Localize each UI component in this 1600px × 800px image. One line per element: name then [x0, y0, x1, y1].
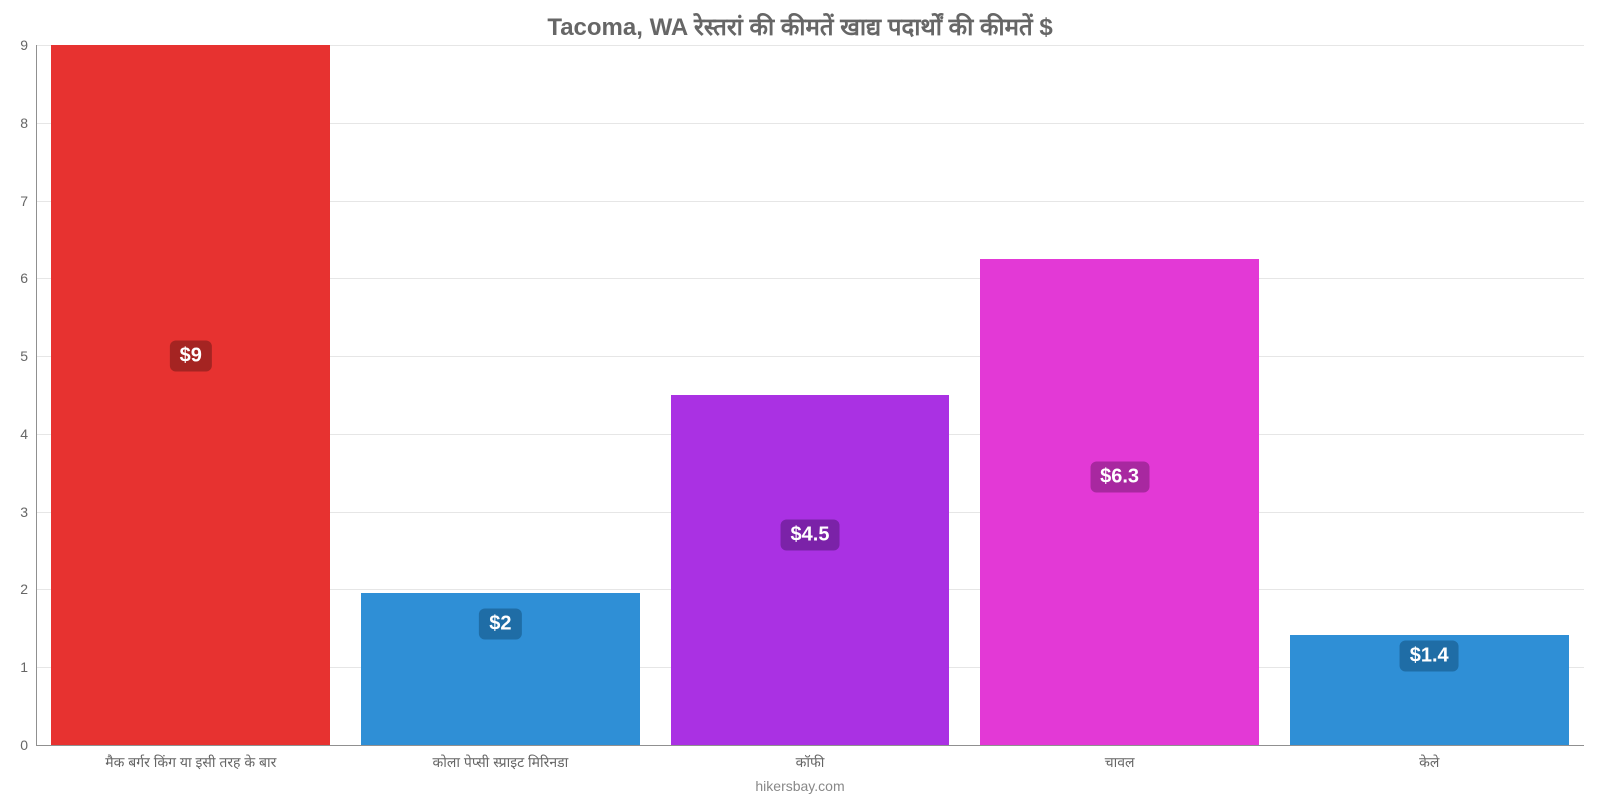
y-tick-label: 3	[20, 504, 36, 520]
bar	[51, 45, 330, 745]
chart-title: Tacoma, WA रेस्तरां की कीमतें खाद्य पदार…	[0, 10, 1600, 43]
bar-value-label: $1.4	[1400, 640, 1459, 671]
y-axis-line	[36, 45, 37, 745]
y-tick-label: 5	[20, 348, 36, 364]
bar	[980, 259, 1259, 745]
chart-footer: hikersbay.com	[0, 778, 1600, 794]
y-tick-label: 4	[20, 426, 36, 442]
bar-value-label: $2	[479, 609, 521, 640]
y-tick-label: 0	[20, 737, 36, 753]
x-tick-label: मैक बर्गर किंग या इसी तरह के बार	[105, 753, 276, 772]
x-tick-label: चावल	[1105, 753, 1135, 772]
x-axis-line	[36, 745, 1584, 746]
x-tick-label: कोला पेप्सी स्प्राइट मिरिनडा	[432, 753, 568, 772]
x-tick-label: केले	[1419, 753, 1439, 772]
bar-value-label: $6.3	[1090, 461, 1149, 492]
y-tick-label: 6	[20, 270, 36, 286]
bar-value-label: $4.5	[781, 520, 840, 551]
bar-value-label: $9	[170, 341, 212, 372]
x-tick-label: कॉफी	[796, 753, 825, 772]
y-tick-label: 9	[20, 37, 36, 53]
bar	[671, 395, 950, 745]
y-tick-label: 1	[20, 659, 36, 675]
chart-container: Tacoma, WA रेस्तरां की कीमतें खाद्य पदार…	[0, 0, 1600, 800]
y-tick-label: 8	[20, 115, 36, 131]
y-tick-label: 2	[20, 581, 36, 597]
plot-area: 0123456789$9मैक बर्गर किंग या इसी तरह के…	[36, 45, 1584, 745]
y-tick-label: 7	[20, 193, 36, 209]
